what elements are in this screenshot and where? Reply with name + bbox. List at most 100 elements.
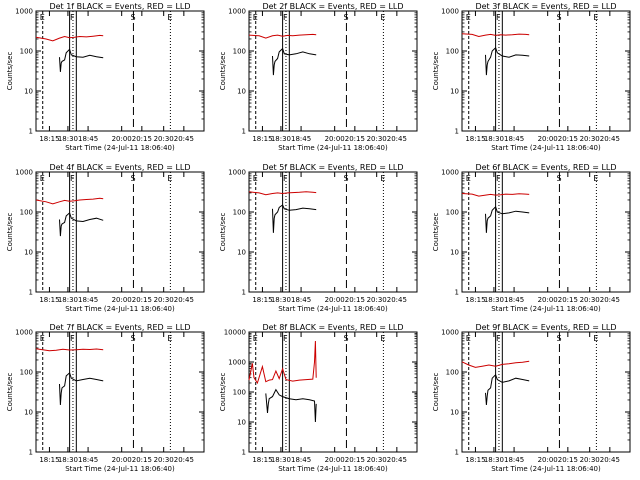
event-marker-label: E [380, 174, 385, 183]
x-tick-label: 18:15 [465, 296, 485, 304]
x-tick-label: 20:00 [538, 456, 558, 464]
series-line-lld [461, 360, 530, 368]
series-line-lld [461, 33, 530, 38]
y-axis-label: Counts/sec [432, 52, 440, 91]
event-marker-label: E [466, 13, 471, 22]
x-tick-label: 20:00 [325, 135, 345, 143]
x-tick-label: 18:30 [58, 296, 78, 304]
y-tick-label: 1000 [15, 169, 33, 177]
series-line-events [272, 47, 317, 76]
x-tick-label: 20:30 [367, 296, 387, 304]
x-axis-label: Start Time (24-Jul-11 18:06:40) [65, 465, 175, 473]
series-line-lld [248, 33, 317, 39]
x-tick-label: 18:15 [39, 456, 59, 464]
y-tick-label: 10 [450, 88, 459, 96]
event-marker-label: F [70, 334, 75, 343]
x-tick-label: 20:15 [345, 296, 365, 304]
series-line-lld [248, 191, 317, 196]
y-tick-label: 1000 [228, 8, 246, 16]
y-tick-label: 1000 [441, 8, 459, 16]
x-tick-label: 18:15 [252, 456, 272, 464]
x-tick-label: 20:45 [387, 135, 407, 143]
y-tick-label: 1000 [228, 169, 246, 177]
series-line-lld [35, 197, 104, 205]
x-axis-label: Start Time (24-Jul-11 18:06:40) [278, 144, 388, 152]
event-marker-label: F [70, 13, 75, 22]
y-tick-label: 10 [24, 249, 33, 257]
event-marker-label: S [556, 334, 561, 343]
event-marker-label: E [253, 174, 258, 183]
event-marker-label: S [130, 174, 135, 183]
x-axis-label: Start Time (24-Jul-11 18:06:40) [278, 465, 388, 473]
x-tick-label: 18:15 [465, 135, 485, 143]
y-axis-label: Counts/sec [219, 213, 227, 252]
series-line-events [485, 46, 530, 76]
event-marker-label: E [253, 334, 258, 343]
series-line-events [485, 373, 530, 406]
x-tick-label: 20:00 [112, 135, 132, 143]
x-tick-label: 20:45 [387, 296, 407, 304]
y-tick-label: 10 [237, 419, 246, 427]
x-tick-label: 18:45 [291, 296, 311, 304]
event-marker-label: E [253, 13, 258, 22]
y-axis-label: Counts/sec [432, 373, 440, 412]
event-marker-label: E [466, 174, 471, 183]
event-marker-label: S [343, 334, 348, 343]
chart-panel-5: Det 5f BLACK = Events, RED = LLD 1 10 100 10… [219, 163, 418, 313]
y-tick-label: 10 [450, 409, 459, 417]
event-marker-label: E [167, 13, 172, 22]
plot-frame [35, 331, 205, 453]
event-marker-label: F [496, 13, 501, 22]
y-tick-label: 10 [24, 88, 33, 96]
x-tick-label: 18:45 [78, 135, 98, 143]
x-tick-label: 20:45 [387, 456, 407, 464]
x-tick-label: 20:45 [174, 456, 194, 464]
chart-panel-9: Det 9f BLACK = Events, RED = LLD 1 10 100 10… [432, 323, 631, 473]
x-tick-label: 18:30 [484, 135, 504, 143]
event-marker-label: E [167, 174, 172, 183]
event-marker-label: F [283, 174, 288, 183]
x-tick-label: 18:15 [39, 135, 59, 143]
x-tick-label: 20:00 [538, 296, 558, 304]
event-marker-label: E [466, 334, 471, 343]
event-marker-label: F [283, 13, 288, 22]
y-tick-label: 100 [233, 209, 246, 217]
series-line-events [59, 212, 104, 237]
x-tick-label: 20:30 [367, 135, 387, 143]
event-marker-label: F [496, 334, 501, 343]
x-tick-label: 20:15 [558, 296, 578, 304]
event-marker-label: E [380, 13, 385, 22]
x-tick-label: 20:30 [154, 456, 174, 464]
event-marker-label: E [167, 334, 172, 343]
x-tick-label: 20:30 [154, 296, 174, 304]
series-line-lld [461, 193, 530, 197]
y-tick-label: 1 [242, 128, 246, 136]
event-marker-label: E [593, 13, 598, 22]
y-tick-label: 1000 [15, 329, 33, 337]
y-axis-label: Counts/sec [6, 373, 14, 412]
series-line-events [59, 48, 104, 72]
y-tick-label: 1 [242, 449, 246, 457]
series-line-lld [248, 340, 317, 385]
y-tick-label: 1 [29, 289, 33, 297]
x-tick-label: 18:45 [291, 135, 311, 143]
y-tick-label: 100 [446, 369, 459, 377]
y-axis-label: Counts/sec [219, 373, 227, 412]
y-tick-label: 100 [20, 209, 33, 217]
event-marker-label: S [556, 13, 561, 22]
y-axis-label: Counts/sec [6, 52, 14, 91]
y-tick-label: 1 [455, 289, 459, 297]
event-marker-label: S [130, 13, 135, 22]
chart-panel-1: Det 1f BLACK = Events, RED = LLD 1 10 100 10… [6, 2, 205, 152]
x-tick-label: 20:45 [174, 135, 194, 143]
chart-title: Det 6f BLACK = Events, RED = LLD [475, 163, 616, 172]
x-tick-label: 18:30 [484, 296, 504, 304]
chart-panel-3: Det 3f BLACK = Events, RED = LLD 1 10 100 10… [432, 2, 631, 152]
event-marker-label: F [70, 174, 75, 183]
chart-title: Det 4f BLACK = Events, RED = LLD [49, 163, 190, 172]
y-axis-label: Counts/sec [219, 52, 227, 91]
x-tick-label: 18:15 [465, 456, 485, 464]
x-axis-label: Start Time (24-Jul-11 18:06:40) [491, 305, 601, 313]
event-marker-label: E [593, 334, 598, 343]
